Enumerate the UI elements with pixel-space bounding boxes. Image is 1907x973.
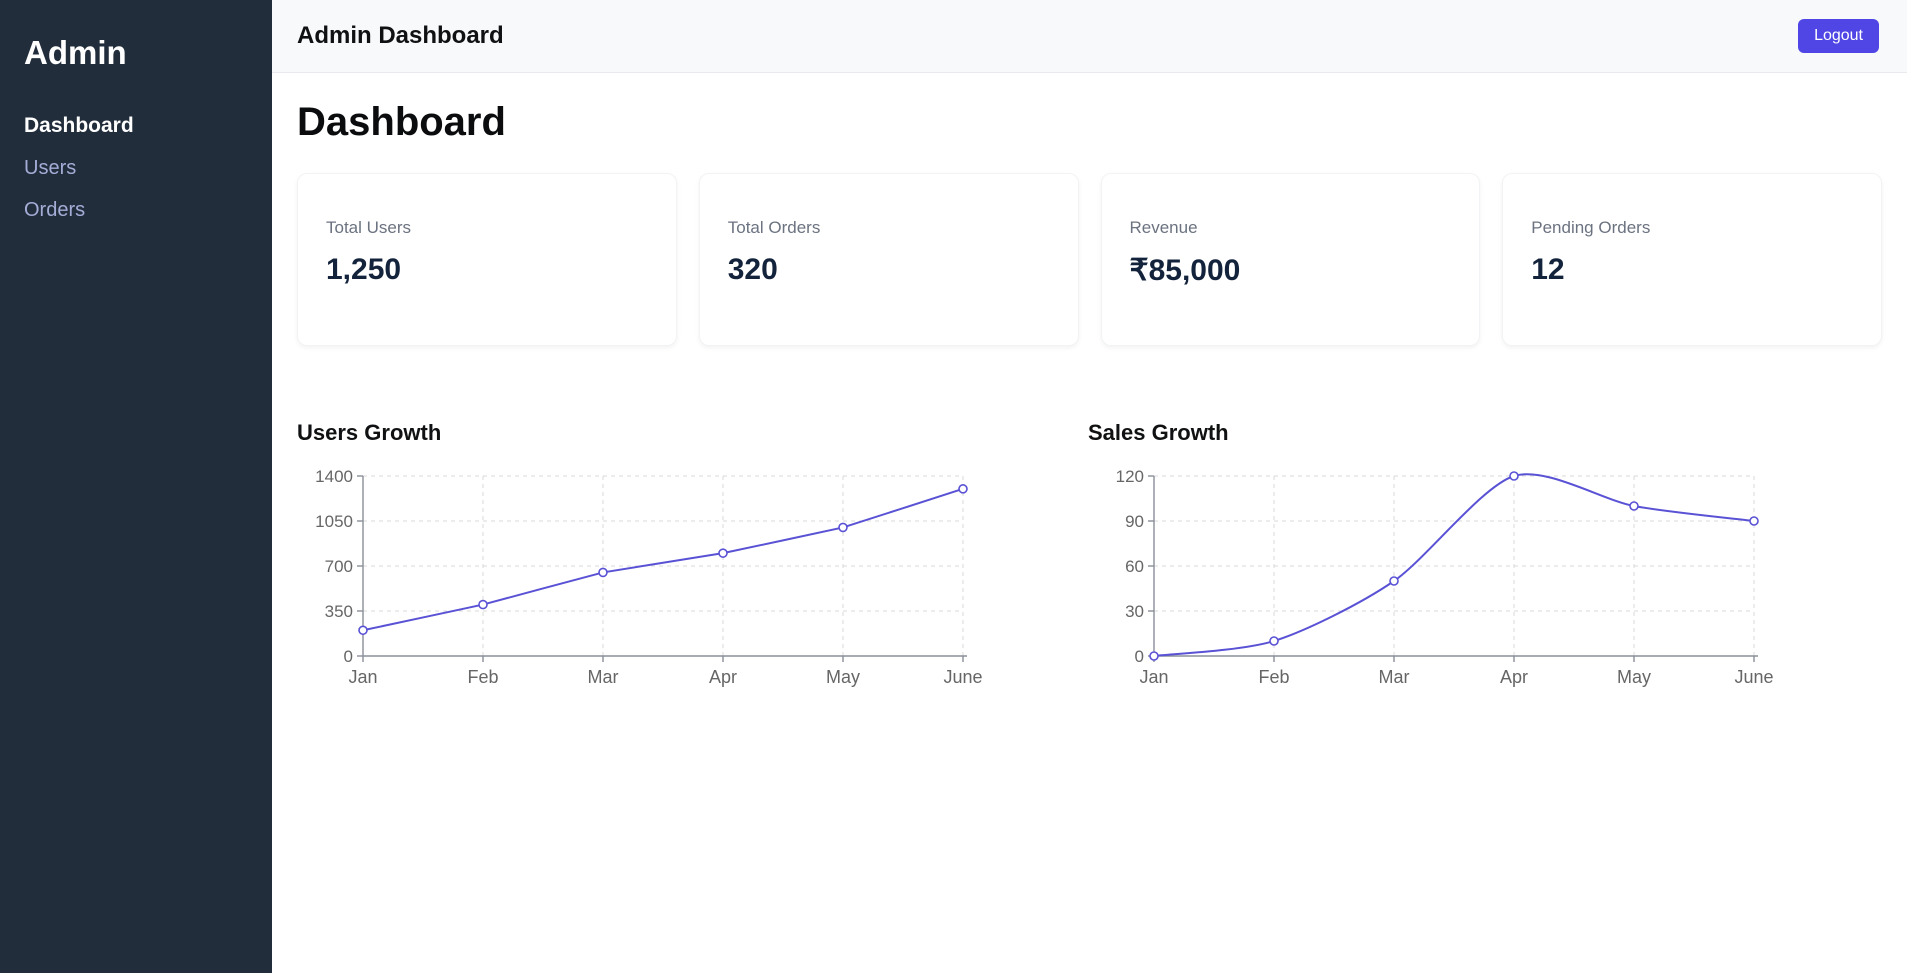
stat-label: Revenue bbox=[1129, 218, 1198, 237]
svg-text:Feb: Feb bbox=[1258, 667, 1289, 687]
sales-growth-section: Sales Growth 0 30 60 90 120 Jan Feb Mar Apr May Ju… bbox=[1088, 420, 1788, 699]
svg-text:Jan: Jan bbox=[348, 667, 377, 687]
svg-text:350: 350 bbox=[325, 602, 353, 621]
sales-growth-chart: 0 30 60 90 120 Jan Feb Mar Apr May June bbox=[1116, 467, 1774, 687]
sales-growth-title: Sales Growth bbox=[1088, 420, 1229, 445]
main-panel: Dashboard Total Users 1,250 Total Orders… bbox=[272, 73, 1907, 973]
stat-cards-row: Total Users 1,250 Total Orders 320 Reven… bbox=[297, 173, 1882, 346]
stat-card-total-orders: Total Orders 320 bbox=[698, 173, 1079, 346]
svg-text:700: 700 bbox=[325, 557, 353, 576]
svg-text:Apr: Apr bbox=[1500, 667, 1528, 687]
page-title: Dashboard bbox=[297, 100, 506, 144]
svg-text:Apr: Apr bbox=[709, 667, 737, 687]
svg-text:60: 60 bbox=[1125, 557, 1144, 576]
svg-text:May: May bbox=[1617, 667, 1651, 687]
stat-value: 1,250 bbox=[326, 253, 402, 286]
stat-card-revenue: Revenue ₹85,000 bbox=[1100, 173, 1481, 346]
svg-text:120: 120 bbox=[1116, 467, 1144, 486]
svg-text:30: 30 bbox=[1125, 602, 1144, 621]
sidebar-item-dashboard[interactable]: Dashboard bbox=[24, 114, 134, 137]
topbar-title: Admin Dashboard bbox=[297, 22, 504, 49]
svg-text:Mar: Mar bbox=[1379, 667, 1410, 687]
svg-text:Feb: Feb bbox=[467, 667, 498, 687]
users-growth-title: Users Growth bbox=[297, 420, 442, 445]
svg-text:May: May bbox=[826, 667, 860, 687]
stat-label: Total Orders bbox=[727, 218, 821, 237]
top-bar: Admin Dashboard Logout bbox=[272, 0, 1907, 73]
stat-value: 320 bbox=[727, 253, 778, 286]
stat-card-pending-orders: Pending Orders 12 bbox=[1502, 173, 1882, 346]
svg-text:June: June bbox=[943, 667, 982, 687]
logout-button[interactable]: Logout bbox=[1798, 19, 1879, 53]
svg-text:June: June bbox=[1734, 667, 1773, 687]
stat-label: Total Users bbox=[326, 218, 412, 237]
users-growth-section: Users Growth 0 350 700 1050 1400 Jan Feb Mar Apr… bbox=[297, 420, 997, 699]
stat-value: ₹85,000 bbox=[1129, 254, 1241, 287]
sidebar-item-users[interactable]: Users bbox=[24, 157, 77, 179]
users-growth-chart: 0 350 700 1050 1400 Jan Feb Mar Apr May June bbox=[315, 467, 982, 687]
svg-text:1050: 1050 bbox=[315, 512, 353, 531]
stat-card-total-users: Total Users 1,250 bbox=[297, 173, 677, 346]
svg-text:1400: 1400 bbox=[315, 467, 353, 486]
stat-value: 12 bbox=[1531, 253, 1565, 286]
sidebar: Admin Dashboard Users Orders bbox=[0, 0, 272, 973]
svg-text:0: 0 bbox=[1135, 647, 1144, 666]
sidebar-item-orders[interactable]: Orders bbox=[24, 199, 86, 221]
stat-label: Pending Orders bbox=[1531, 218, 1651, 237]
content-area: Admin Dashboard Logout Dashboard Total U… bbox=[272, 0, 1907, 973]
svg-text:Jan: Jan bbox=[1139, 667, 1168, 687]
svg-text:90: 90 bbox=[1125, 512, 1144, 531]
sidebar-brand: Admin bbox=[24, 34, 127, 71]
charts-row: Users Growth 0 350 700 1050 1400 Jan Feb Mar Apr… bbox=[297, 420, 1882, 699]
sidebar-nav: Dashboard Users Orders bbox=[24, 114, 248, 222]
svg-text:0: 0 bbox=[344, 647, 353, 666]
svg-text:Mar: Mar bbox=[588, 667, 619, 687]
